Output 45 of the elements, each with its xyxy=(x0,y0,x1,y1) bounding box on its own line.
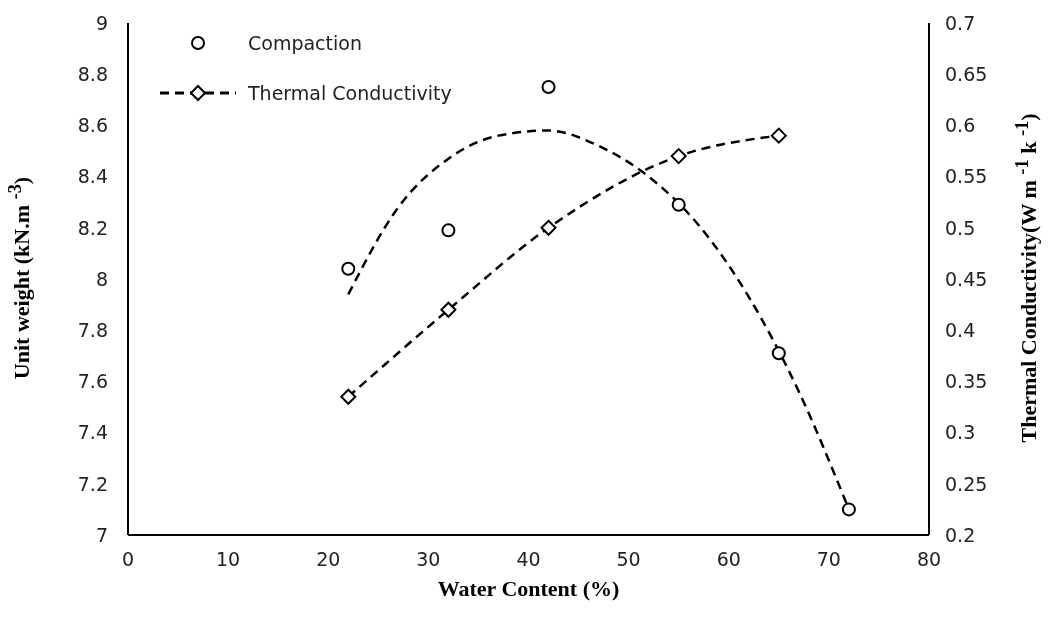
point xyxy=(341,261,356,276)
y-tick-label: 8.6 xyxy=(77,114,108,137)
x-tick-label: 50 xyxy=(616,548,641,571)
y2-tick-label: 0.45 xyxy=(945,267,988,290)
point xyxy=(670,148,687,165)
x-tick-label: 80 xyxy=(916,548,942,571)
x-tick-label: 40 xyxy=(516,548,541,571)
x-tick-label: 20 xyxy=(316,548,341,571)
y-tick-label: 7.6 xyxy=(77,370,108,393)
point xyxy=(841,502,856,517)
y-tick-label: 7.8 xyxy=(77,318,108,341)
x-tick-label: 0 xyxy=(121,548,135,571)
point xyxy=(771,346,786,361)
y-tick-label: 8.8 xyxy=(77,62,108,85)
y2-tick-label: 0.35 xyxy=(945,370,988,393)
point xyxy=(540,219,557,236)
y2-tick-label: 0.4 xyxy=(945,318,976,341)
point xyxy=(340,388,357,405)
x-tick-label: 60 xyxy=(716,548,741,571)
y2-tick-label: 0.3 xyxy=(945,421,976,444)
y2-tick-label: 0.5 xyxy=(945,216,976,239)
point xyxy=(541,80,556,94)
y-tick-label: 7.2 xyxy=(77,472,108,495)
legend-label: Compaction xyxy=(248,32,362,54)
x-axis-title: Water Content (%) xyxy=(436,576,621,602)
x-tick-label: 10 xyxy=(216,548,241,571)
y-tick-label: 8.2 xyxy=(77,216,108,239)
point xyxy=(671,197,686,212)
point xyxy=(770,127,787,144)
y-tick-label: 7 xyxy=(95,523,108,546)
point xyxy=(440,301,457,318)
y2-tick-label: 0.7 xyxy=(945,11,976,34)
y2-tick-label: 0.6 xyxy=(945,114,976,137)
y-tick-label: 8 xyxy=(95,267,108,290)
y2-tick-label: 0.55 xyxy=(945,165,988,188)
y2-tick-label: 0.25 xyxy=(945,472,988,495)
x-tick-label: 70 xyxy=(816,548,841,571)
y2-tick-label: 0.2 xyxy=(945,523,976,546)
y2-tick-label: 0.65 xyxy=(945,62,988,85)
y-tick-label: 9 xyxy=(95,11,108,34)
y-tick-label: 7.4 xyxy=(77,421,108,444)
legend-label: Thermal Conductivity xyxy=(248,82,452,104)
y-tick-label: 8.4 xyxy=(77,165,108,188)
point xyxy=(441,223,456,238)
x-tick-label: 30 xyxy=(416,548,441,571)
